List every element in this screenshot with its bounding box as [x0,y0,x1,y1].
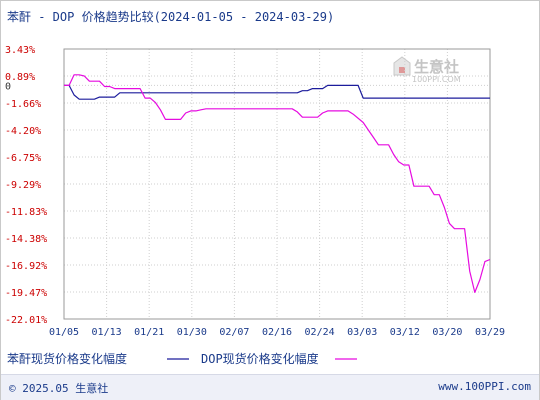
legend-label-2: DOP现货价格变化幅度 [201,351,319,366]
watermark-cn: 生意社 [414,58,459,76]
watermark-en: 100PPI.COM [412,75,461,84]
y-tick-label: 3.43% [5,45,35,56]
x-tick-label: 01/30 [177,327,207,338]
series-lines [64,74,491,293]
y-tick-label: -19.47% [5,288,47,299]
legend-label-1: 苯酐现货价格变化幅度 [7,351,127,366]
legend: 苯酐现货价格变化幅度 DOP现货价格变化幅度 [7,351,357,366]
series-line-2 [64,74,491,293]
y-tick-label: -14.38% [5,234,47,245]
y-tick-label: -6.75% [5,153,41,164]
y-tick-label: -11.83% [5,207,47,218]
y-zero-label: 0 [5,81,11,92]
x-tick-label: 02/24 [305,327,335,338]
x-tick-label: 03/03 [347,327,377,338]
y-tick-label: -1.66% [5,99,41,110]
x-tick-label: 02/16 [262,327,292,338]
x-tick-label: 03/29 [475,327,505,338]
y-tick-label: -4.20% [5,126,41,137]
y-tick-label: 0.89% [5,72,35,83]
price-trend-chart: 生意社 100PPI.COM 3.43% 0.89% -1.66% -4.20% -6.… [5,45,505,366]
y-tick-label: -22.01% [5,315,47,326]
x-tick-label: 01/05 [49,327,79,338]
x-tick-label: 02/07 [219,327,249,338]
copyright-text: © 2025.05 生意社 [9,382,109,395]
footer: © 2025.05 生意社 www.100PPI.com [1,374,539,400]
x-tick-label: 01/13 [92,327,122,338]
watermark-window-icon [399,67,405,73]
x-tick-label: 03/20 [432,327,462,338]
x-axis-labels: 01/05 01/13 01/21 01/30 02/07 02/16 02/24 03/03… [49,327,505,338]
y-axis-labels: 3.43% 0.89% -1.66% -4.20% -6.75% -9.29% -11.83… [5,45,47,326]
chart-title: 苯酐 - DOP 价格趋势比较(2024-01-05 - 2024-03-29) [7,10,335,24]
x-tick-label: 01/21 [134,327,164,338]
y-tick-label: -9.29% [5,180,41,191]
site-link[interactable]: www.100PPI.com [438,380,531,393]
watermark-logo: 生意社 100PPI.COM [393,56,461,84]
plot-border [63,48,491,320]
grid [63,48,491,320]
y-tick-label: -16.92% [5,261,47,272]
watermark-house-icon [393,56,411,76]
x-tick-label: 03/12 [390,327,420,338]
plot-area [63,48,491,320]
